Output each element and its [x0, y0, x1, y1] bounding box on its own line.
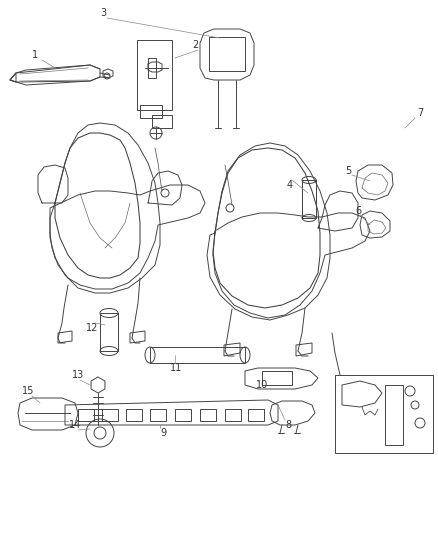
- Bar: [102, 409, 118, 421]
- Bar: [78, 409, 94, 421]
- Text: 8: 8: [285, 420, 291, 430]
- Text: 9: 9: [160, 428, 166, 438]
- Text: 3: 3: [100, 8, 106, 18]
- Bar: [100, 313, 118, 351]
- Text: 2: 2: [192, 40, 198, 50]
- Text: 1: 1: [32, 50, 38, 60]
- Bar: [302, 180, 316, 218]
- Bar: [150, 409, 166, 421]
- Bar: [248, 409, 264, 421]
- Bar: [150, 347, 245, 363]
- Text: 5: 5: [345, 166, 351, 176]
- Text: 12: 12: [86, 323, 98, 333]
- Bar: [385, 385, 403, 445]
- Text: 15: 15: [22, 386, 34, 396]
- Bar: [209, 37, 245, 71]
- Text: 6: 6: [355, 206, 361, 216]
- Bar: [225, 409, 241, 421]
- Bar: [335, 375, 433, 453]
- Text: 11: 11: [170, 363, 182, 373]
- Text: 13: 13: [72, 370, 84, 380]
- Bar: [148, 58, 156, 78]
- Text: 7: 7: [417, 108, 423, 118]
- Bar: [200, 409, 216, 421]
- Bar: [175, 409, 191, 421]
- Bar: [126, 409, 142, 421]
- Text: 4: 4: [287, 180, 293, 190]
- Text: 10: 10: [256, 380, 268, 390]
- Text: 14: 14: [69, 420, 81, 430]
- Bar: [262, 371, 292, 385]
